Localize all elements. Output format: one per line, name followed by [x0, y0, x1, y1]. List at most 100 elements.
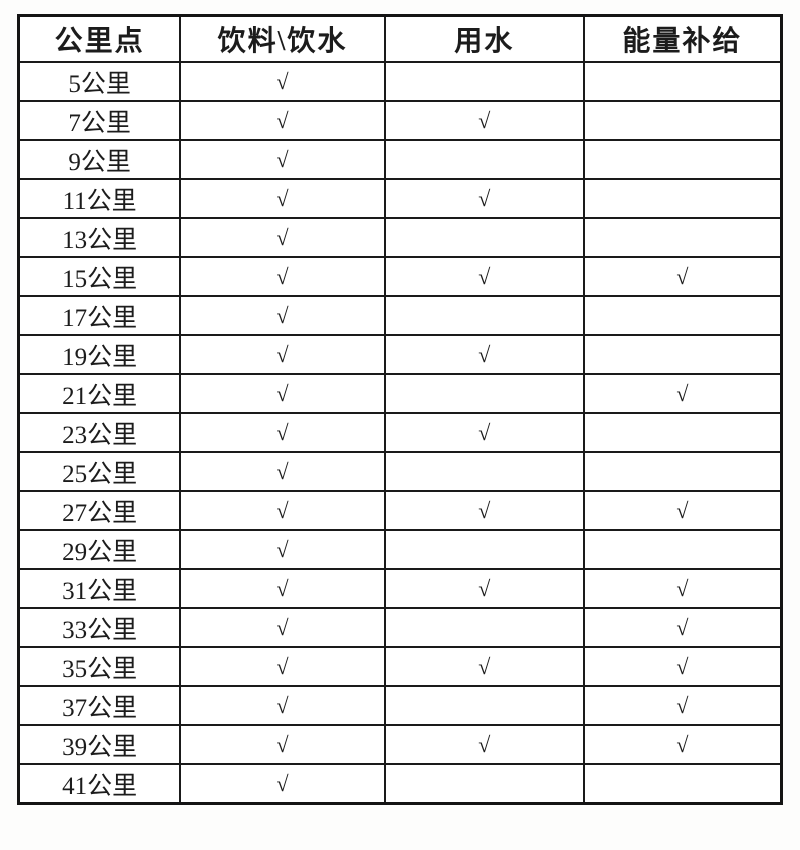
water-check-cell: √	[383, 100, 585, 141]
drink-check-cell: √	[179, 178, 386, 219]
water-check-cell: √	[383, 490, 585, 531]
supply-station-table: 公里点 饮料\饮水 用水 能量补给 5公里 √ 7公里 √ √ 9公里 √ 11公里 √ √ 13公…	[17, 14, 783, 805]
energy-check-cell	[582, 100, 783, 141]
water-check-cell: √	[383, 724, 585, 765]
header-cell-water: 用水	[383, 14, 585, 63]
energy-check-cell	[582, 61, 783, 102]
energy-check-cell	[582, 295, 783, 336]
water-check-cell: √	[383, 178, 585, 219]
km-cell: 13公里	[17, 217, 182, 258]
table-row: 17公里 √	[17, 295, 783, 336]
km-cell: 33公里	[17, 607, 182, 648]
table-row: 13公里 √	[17, 217, 783, 258]
table-row: 33公里 √ √	[17, 607, 783, 648]
km-cell: 11公里	[17, 178, 182, 219]
energy-check-cell: √	[582, 256, 783, 297]
table-row: 37公里 √ √	[17, 685, 783, 726]
drink-check-cell: √	[179, 568, 386, 609]
energy-check-cell	[582, 139, 783, 180]
drink-check-cell: √	[179, 490, 386, 531]
water-check-cell	[383, 529, 585, 570]
energy-check-cell	[582, 529, 783, 570]
table-row: 25公里 √	[17, 451, 783, 492]
km-cell: 7公里	[17, 100, 182, 141]
km-cell: 27公里	[17, 490, 182, 531]
km-cell: 37公里	[17, 685, 182, 726]
energy-check-cell	[582, 334, 783, 375]
km-cell: 31公里	[17, 568, 182, 609]
km-cell: 19公里	[17, 334, 182, 375]
water-check-cell	[383, 217, 585, 258]
table-row: 19公里 √ √	[17, 334, 783, 375]
table-row: 9公里 √	[17, 139, 783, 180]
km-cell: 35公里	[17, 646, 182, 687]
table-row: 15公里 √ √ √	[17, 256, 783, 297]
header-cell-drinks: 饮料\饮水	[179, 14, 386, 63]
km-cell: 15公里	[17, 256, 182, 297]
header-cell-kilometer-point: 公里点	[17, 14, 182, 63]
energy-check-cell	[582, 412, 783, 453]
drink-check-cell: √	[179, 217, 386, 258]
water-check-cell	[383, 61, 585, 102]
water-check-cell: √	[383, 646, 585, 687]
km-cell: 17公里	[17, 295, 182, 336]
energy-check-cell: √	[582, 490, 783, 531]
water-check-cell	[383, 139, 585, 180]
drink-check-cell: √	[179, 412, 386, 453]
drink-check-cell: √	[179, 61, 386, 102]
km-cell: 23公里	[17, 412, 182, 453]
energy-check-cell	[582, 451, 783, 492]
table-body: 5公里 √ 7公里 √ √ 9公里 √ 11公里 √ √ 13公里 √ 15公里 √ √ √ 17公里 √ 19公里…	[17, 61, 783, 805]
drink-check-cell: √	[179, 724, 386, 765]
km-cell: 29公里	[17, 529, 182, 570]
water-check-cell: √	[383, 334, 585, 375]
energy-check-cell: √	[582, 373, 783, 414]
water-check-cell	[383, 295, 585, 336]
drink-check-cell: √	[179, 763, 386, 805]
drink-check-cell: √	[179, 100, 386, 141]
drink-check-cell: √	[179, 646, 386, 687]
table-row: 35公里 √ √ √	[17, 646, 783, 687]
km-cell: 21公里	[17, 373, 182, 414]
water-check-cell	[383, 607, 585, 648]
drink-check-cell: √	[179, 334, 386, 375]
km-cell: 39公里	[17, 724, 182, 765]
table-row: 5公里 √	[17, 61, 783, 102]
header-cell-energy-supply: 能量补给	[582, 14, 783, 63]
water-check-cell	[383, 685, 585, 726]
water-check-cell: √	[383, 256, 585, 297]
table-row: 11公里 √ √	[17, 178, 783, 219]
energy-check-cell: √	[582, 568, 783, 609]
water-check-cell	[383, 451, 585, 492]
drink-check-cell: √	[179, 607, 386, 648]
energy-check-cell: √	[582, 724, 783, 765]
energy-check-cell	[582, 763, 783, 805]
drink-check-cell: √	[179, 295, 386, 336]
drink-check-cell: √	[179, 139, 386, 180]
energy-check-cell: √	[582, 646, 783, 687]
water-check-cell: √	[383, 412, 585, 453]
table-row: 41公里 √	[17, 763, 783, 805]
energy-check-cell	[582, 217, 783, 258]
drink-check-cell: √	[179, 451, 386, 492]
table-row: 39公里 √ √ √	[17, 724, 783, 765]
km-cell: 9公里	[17, 139, 182, 180]
table-row: 21公里 √ √	[17, 373, 783, 414]
km-cell: 5公里	[17, 61, 182, 102]
km-cell: 25公里	[17, 451, 182, 492]
energy-check-cell	[582, 178, 783, 219]
drink-check-cell: √	[179, 529, 386, 570]
table-header-row: 公里点 饮料\饮水 用水 能量补给	[17, 14, 783, 63]
table-row: 7公里 √ √	[17, 100, 783, 141]
table-row: 31公里 √ √ √	[17, 568, 783, 609]
table-row: 23公里 √ √	[17, 412, 783, 453]
table-row: 29公里 √	[17, 529, 783, 570]
energy-check-cell: √	[582, 685, 783, 726]
km-cell: 41公里	[17, 763, 182, 805]
table-row: 27公里 √ √ √	[17, 490, 783, 531]
drink-check-cell: √	[179, 685, 386, 726]
water-check-cell: √	[383, 568, 585, 609]
drink-check-cell: √	[179, 373, 386, 414]
water-check-cell	[383, 763, 585, 805]
